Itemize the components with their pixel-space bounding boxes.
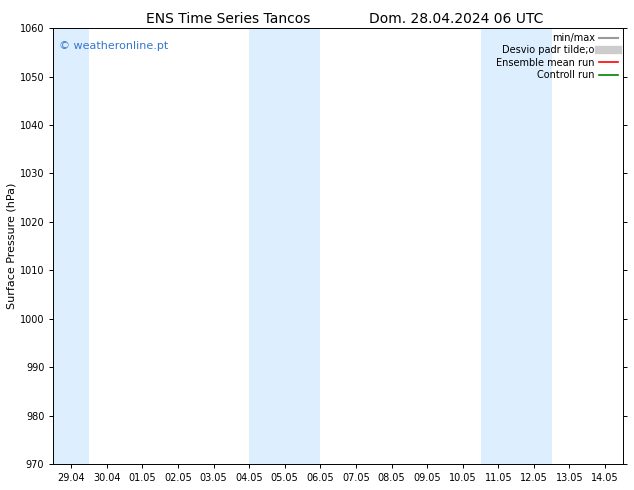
Bar [481,28,552,464]
Bar [249,28,320,464]
Text: © weatheronline.pt: © weatheronline.pt [59,41,168,51]
Bar [53,28,89,464]
Legend: min/max, Desvio padr tilde;o, Ensemble mean run, Controll run: min/max, Desvio padr tilde;o, Ensemble m… [496,33,618,80]
Text: ENS Time Series Tancos: ENS Time Series Tancos [146,12,311,26]
Y-axis label: Surface Pressure (hPa): Surface Pressure (hPa) [7,183,17,309]
Text: Dom. 28.04.2024 06 UTC: Dom. 28.04.2024 06 UTC [369,12,544,26]
